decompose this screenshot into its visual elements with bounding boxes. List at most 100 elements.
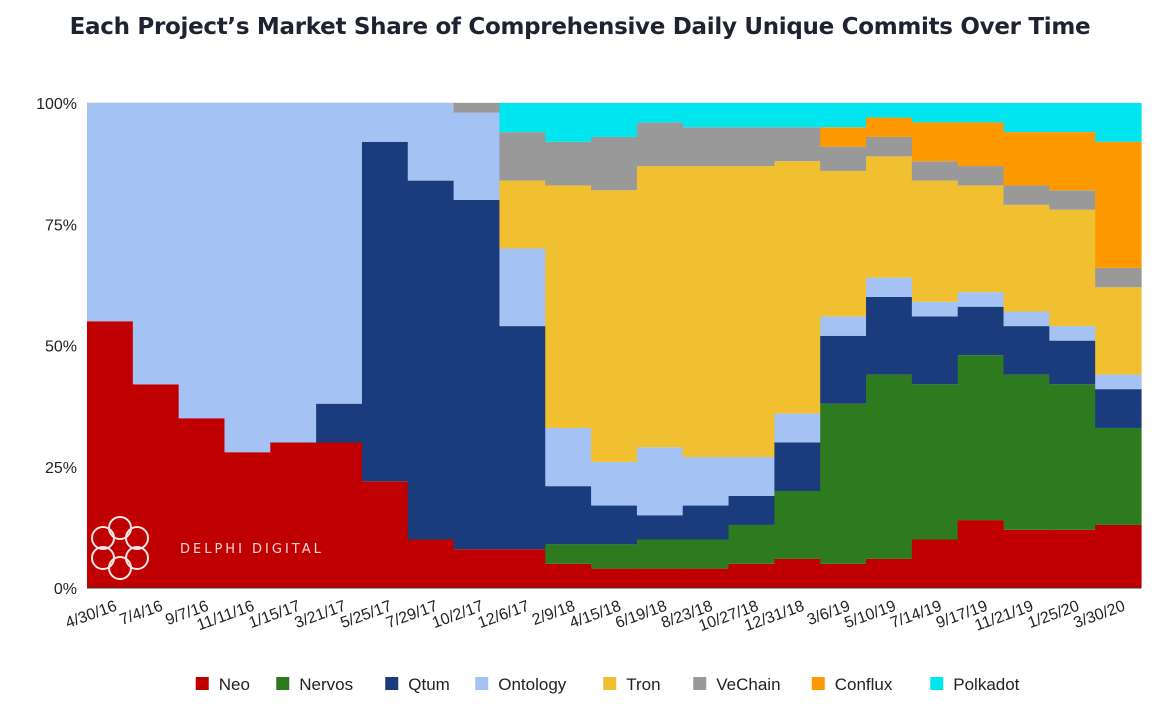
bar-segment-vechain — [545, 141, 592, 186]
y-tick-label: 25% — [45, 460, 77, 477]
legend-label: VeChain — [716, 675, 780, 694]
bar-segment-neo — [1095, 524, 1142, 588]
bar-segment-qtum — [866, 297, 913, 375]
y-tick-label: 50% — [45, 339, 77, 356]
bar-segment-vechain — [1003, 185, 1050, 205]
watermark-text: DELPHI DIGITAL — [180, 542, 324, 557]
bar-segment-qtum — [316, 403, 363, 443]
bar-segment-neo — [682, 568, 730, 588]
bar-segment-conflux — [820, 127, 867, 147]
bar-segment-neo — [87, 321, 134, 588]
bar-segment-vechain — [911, 161, 959, 181]
legend-item-conflux: Conflux — [811, 675, 893, 694]
bar-segment-qtum — [911, 316, 959, 385]
bar-segment-neo — [774, 558, 821, 588]
legend-item-polkadot: Polkadot — [930, 675, 1020, 694]
bar-segment-ontology — [361, 103, 409, 142]
bar-segment-polkadot — [728, 103, 775, 128]
bar-segment-nervos — [591, 544, 638, 569]
bar-segment-neo — [224, 452, 271, 588]
bar-segment-polkadot — [911, 103, 959, 123]
bar-segment-ontology — [499, 248, 546, 327]
bar-segment-qtum — [957, 306, 1005, 356]
bar-segment-vechain — [957, 166, 1005, 186]
bar-segment-nervos — [820, 403, 867, 564]
bar-segment-vechain — [591, 136, 638, 191]
y-tick-label: 75% — [45, 217, 77, 234]
y-axis: 0% 25% 50% 75% 100% — [36, 96, 77, 598]
bar-segment-ontology — [545, 427, 592, 487]
bar-segment-ontology — [774, 413, 821, 443]
chart-title: Each Project’s Market Share of Comprehen… — [69, 14, 1091, 40]
bar-segment-neo — [911, 539, 959, 588]
bar-segment-conflux — [1003, 132, 1050, 186]
bar-segment-polkadot — [545, 103, 592, 142]
legend-label: Qtum — [408, 675, 450, 694]
bar-segment-polkadot — [682, 103, 730, 128]
legend-swatch — [603, 677, 617, 690]
bar-segment-vechain — [682, 127, 730, 167]
bar-segment-polkadot — [820, 103, 867, 128]
bar-segment-qtum — [728, 495, 775, 525]
legend-label: Tron — [626, 675, 660, 694]
legend-swatch — [475, 677, 489, 690]
bar-segment-conflux — [1095, 141, 1142, 268]
bar-segment-neo — [499, 549, 546, 588]
legend-item-nervos: Nervos — [276, 675, 353, 694]
bar-segment-ontology — [820, 316, 867, 336]
bar-segment-neo — [1049, 529, 1096, 588]
bar-segment-conflux — [1049, 132, 1096, 191]
bar-segment-tron — [820, 170, 867, 317]
bar-segment-nervos — [636, 539, 684, 569]
bar-segment-qtum — [1003, 326, 1050, 375]
bar-segment-polkadot — [499, 103, 546, 133]
bar-segment-vechain — [499, 132, 546, 181]
bar-segment-tron — [545, 185, 592, 428]
bar-segment-qtum — [499, 326, 546, 550]
bar-segment-vechain — [453, 103, 501, 113]
bar-segment-neo — [407, 539, 455, 588]
bar-segment-ontology — [407, 103, 455, 181]
bar-segment-nervos — [545, 544, 592, 564]
bar-segment-tron — [728, 166, 775, 458]
bar-segment-polkadot — [591, 103, 638, 137]
bar-segment-ontology — [1003, 311, 1050, 327]
bar-segment-polkadot — [1049, 103, 1096, 133]
bar-segment-qtum — [1049, 340, 1096, 385]
bar-segment-ontology — [132, 103, 180, 385]
bar-segment-tron — [774, 161, 821, 414]
bar-segment-ontology — [682, 457, 730, 506]
delphi-digital-watermark: DELPHI DIGITAL — [91, 516, 324, 580]
bar-segment-neo — [728, 563, 775, 588]
bar-segment-neo — [361, 481, 409, 588]
bar-segment-tron — [1003, 204, 1050, 312]
bar-segment-tron — [636, 166, 684, 448]
x-axis: 4/30/167/4/169/7/1611/11/161/15/173/21/1… — [63, 587, 1141, 635]
bar-segment-qtum — [407, 180, 455, 540]
bar-segment-ontology — [866, 277, 913, 297]
bar-segment-qtum — [453, 200, 501, 550]
bar-segment-qtum — [361, 141, 409, 482]
y-tick-label: 100% — [36, 96, 77, 113]
bar-segment-nervos — [911, 384, 959, 540]
bar-segment-qtum — [682, 505, 730, 540]
bar-segment-tron — [499, 180, 546, 249]
x-tick-label: 3/30/20 — [1071, 598, 1127, 632]
legend-item-tron: Tron — [603, 675, 661, 694]
bar-segment-neo — [178, 418, 226, 588]
delphi-logo-icon — [91, 516, 149, 580]
bar-segment-vechain — [774, 127, 821, 162]
bar-segment-ontology — [728, 457, 775, 496]
bar-segment-ontology — [224, 103, 271, 453]
legend-label: Nervos — [299, 675, 353, 694]
bar-segment-conflux — [957, 122, 1005, 167]
legend-label: Conflux — [835, 675, 893, 694]
bar-segment-qtum — [1095, 389, 1142, 428]
legend-label: Ontology — [498, 675, 567, 694]
bar-segment-polkadot — [1095, 103, 1142, 142]
legend-item-ontology: Ontology — [475, 675, 567, 694]
bar-segment-nervos — [728, 524, 775, 564]
bar-segment-qtum — [591, 505, 638, 545]
bar-segment-vechain — [866, 136, 913, 157]
